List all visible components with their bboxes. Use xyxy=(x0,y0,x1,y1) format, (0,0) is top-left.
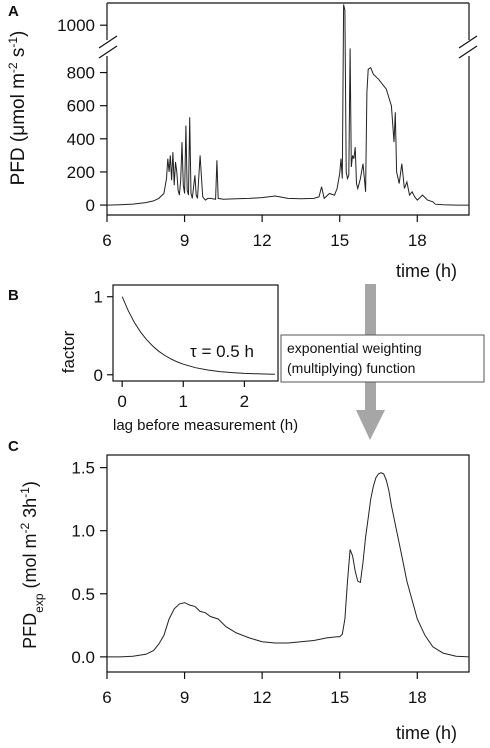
y-tick-label: 1.5 xyxy=(71,459,95,478)
x-tick-label: 15 xyxy=(330,688,349,707)
callout-line-2: (multiplying) function xyxy=(287,360,415,376)
x-tick-label: 18 xyxy=(408,231,427,250)
panel-c-plot: 0.0 0.5 1.0 1.5 6 9 12 15 18 xyxy=(71,454,470,707)
y-tick-label: 800 xyxy=(67,64,95,83)
y-tick-label: 0 xyxy=(86,196,95,215)
x-tick-label: 9 xyxy=(180,231,189,250)
callout-box xyxy=(280,334,485,383)
y-tick-label: 0.0 xyxy=(71,648,95,667)
x-tick-label: 0 xyxy=(117,392,126,411)
y-tick-label: 400 xyxy=(67,130,95,149)
weighting-callout: exponential weighting (multiplying) func… xyxy=(280,334,485,383)
y-tick-label: 200 xyxy=(67,163,95,182)
panel-a-series xyxy=(106,4,469,206)
panel-a-plot: 0 200 400 600 800 1000 6 9 12 15 18 xyxy=(57,2,478,250)
panel-b-frame xyxy=(112,284,279,382)
panel-label-a: A xyxy=(8,3,19,20)
y-tick-label: 0.5 xyxy=(71,585,95,604)
x-tick-label: 6 xyxy=(102,688,111,707)
panel-a-y-ticks: 0 200 400 600 800 1000 xyxy=(57,16,107,215)
panel-a-y-axis-label: PFD (μmol m-2 s-1) xyxy=(6,31,29,186)
y-tick-label: 1 xyxy=(94,288,103,307)
panel-b-y-ticks: 01 xyxy=(94,288,113,385)
panel-a-frame-bottom xyxy=(106,56,470,216)
panel-a-x-axis-label: time (h) xyxy=(396,261,457,281)
panel-a-frame-top xyxy=(106,2,470,40)
y-tick-label: 600 xyxy=(67,97,95,116)
panel-label-c: C xyxy=(8,438,19,455)
weighting-curve-line xyxy=(121,296,275,375)
panel-b-x-ticks: 0 1 2 xyxy=(117,381,249,411)
panel-c-x-ticks: 6 9 12 15 18 xyxy=(102,672,427,707)
x-tick-label: 18 xyxy=(408,688,427,707)
panel-b-series xyxy=(121,296,275,375)
panel-c-series xyxy=(107,472,470,658)
y-tick-label: 1000 xyxy=(57,16,95,35)
panel-c-y-ticks: 0.0 0.5 1.0 1.5 xyxy=(71,459,107,667)
panel-c-x-axis-label: time (h) xyxy=(396,723,457,743)
x-tick-label: 15 xyxy=(330,231,349,250)
pfd-exp-series-line xyxy=(107,472,470,658)
panel-label-b: B xyxy=(8,287,19,304)
panel-a-x-ticks: 6 9 12 15 18 xyxy=(102,215,427,250)
y-tick-label: 0 xyxy=(94,366,103,385)
panel-b-x-axis-label: lag before measurement (h) xyxy=(113,417,298,434)
x-tick-label: 6 xyxy=(102,231,111,250)
x-tick-label: 2 xyxy=(240,392,249,411)
x-tick-label: 12 xyxy=(253,688,272,707)
callout-line-1: exponential weighting xyxy=(287,340,422,356)
panel-c-frame xyxy=(106,454,470,673)
x-tick-label: 9 xyxy=(180,688,189,707)
panel-a-axis-break-right xyxy=(458,35,478,59)
x-tick-label: 1 xyxy=(179,392,188,411)
pfd-series-line xyxy=(106,4,469,206)
panel-b-y-axis-label: factor xyxy=(59,330,78,373)
arrow-head xyxy=(356,410,385,440)
panel-a-axis-break-left xyxy=(98,35,118,59)
x-tick-label: 12 xyxy=(253,231,272,250)
panel-c-y-axis-label: PFDexp (mol m-2 3h-1) xyxy=(18,481,46,649)
y-tick-label: 1.0 xyxy=(71,522,95,541)
panel-b-tau-annotation: τ = 0.5 h xyxy=(190,342,254,361)
